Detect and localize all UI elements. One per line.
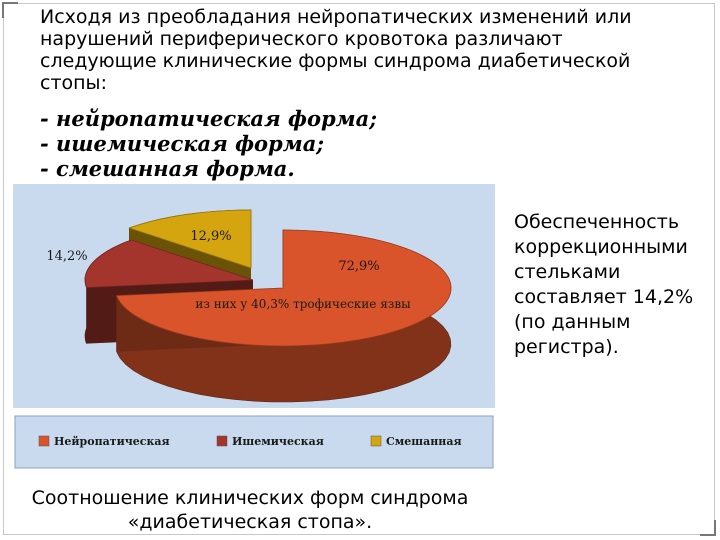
slice-neuropathic bbox=[115, 229, 452, 347]
form-item-neuropathic: - нейропатическая форма; bbox=[40, 106, 377, 131]
pie-chart-svg: 72,9% 14,2% 12,9% из них у 40,3% трофически… bbox=[11, 182, 497, 472]
form-item-mixed: - смешанная форма. bbox=[40, 156, 295, 181]
frame-corner-bottom-right bbox=[700, 520, 716, 536]
legend: Нейропатическая Ишемическая Смешанная bbox=[38, 435, 462, 448]
form-item-ischemic: - ишемическая форма; bbox=[40, 131, 325, 156]
pie-labels: 72,9% 14,2% 12,9% из них у 40,3% трофически… bbox=[46, 229, 411, 311]
legend-label-1: Ишемическая bbox=[232, 435, 324, 448]
data-label-ischemic: 14,2% bbox=[46, 249, 87, 264]
frame-corner-top-left bbox=[2, 2, 18, 18]
legend-swatch-1 bbox=[216, 435, 228, 447]
forms-list: - нейропатическая форма; - ишемическая ф… bbox=[40, 106, 377, 181]
data-label-neuropathic: 72,9% bbox=[338, 259, 379, 274]
legend-swatch-0 bbox=[38, 435, 50, 447]
chart-caption: Соотношение клинических форм синдрома «д… bbox=[31, 487, 469, 533]
data-label-mixed: 12,9% bbox=[190, 229, 231, 244]
legend-label-0: Нейропатическая bbox=[54, 435, 170, 448]
pie-chart: 72,9% 14,2% 12,9% из них у 40,3% трофически… bbox=[11, 182, 497, 472]
intro-paragraph: Исходя из преобладания нейропатических и… bbox=[40, 6, 632, 94]
side-note: Обеспеченность коррекционными стельками … bbox=[514, 211, 694, 358]
annotation-ulcers: из них у 40,3% трофические язвы bbox=[195, 297, 411, 311]
slice-ischemic bbox=[84, 239, 254, 289]
slice-mixed bbox=[128, 209, 252, 269]
legend-swatch-2 bbox=[370, 435, 382, 447]
pie-slices bbox=[84, 209, 452, 403]
legend-label-2: Смешанная bbox=[386, 435, 462, 448]
legend-box bbox=[14, 415, 494, 469]
